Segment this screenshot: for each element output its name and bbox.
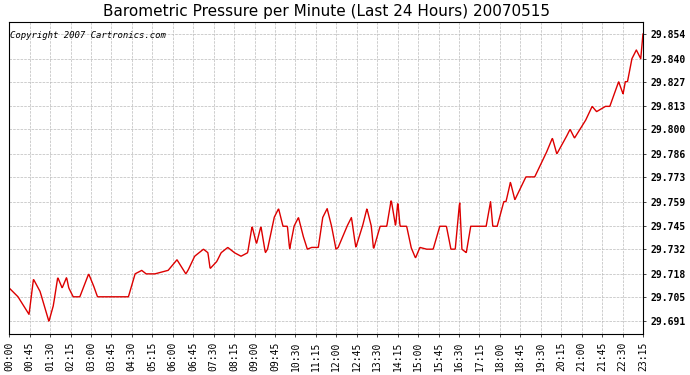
Title: Barometric Pressure per Minute (Last 24 Hours) 20070515: Barometric Pressure per Minute (Last 24 …	[103, 4, 549, 19]
Text: Copyright 2007 Cartronics.com: Copyright 2007 Cartronics.com	[10, 31, 166, 40]
